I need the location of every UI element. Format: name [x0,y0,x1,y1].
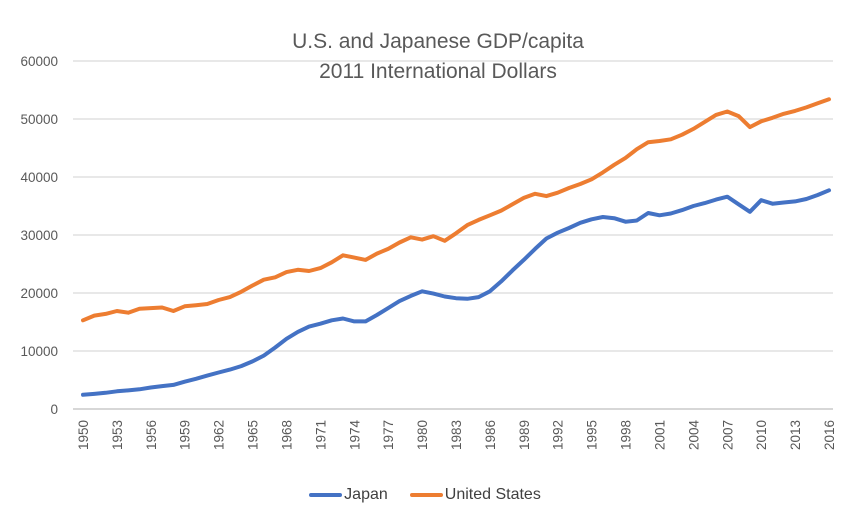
y-tick-label: 60000 [20,54,58,69]
x-tick-label: 1950 [76,420,91,450]
y-tick-label: 10000 [20,344,58,359]
y-tick-label: 0 [50,402,58,417]
united-states-line [81,97,831,323]
x-tick-label: 2013 [788,420,803,450]
legend-item-japan: Japan [309,486,388,504]
x-tick-label: 1974 [347,420,362,451]
japan-line [81,188,831,397]
y-tick-label: 40000 [20,170,58,185]
y-tick-label: 20000 [20,286,58,301]
x-tick-label: 2016 [822,420,837,450]
legend-item-united-states: United States [409,486,541,504]
x-tick-label: 1968 [280,420,295,450]
united-states-line-swatch [409,493,443,497]
x-tick-label: 1965 [246,420,261,450]
x-tick-label: 2004 [686,420,701,451]
x-tick-label: 1971 [313,420,328,450]
y-tick-label: 50000 [20,112,58,127]
x-tick-label: 1977 [381,420,396,450]
x-tick-label: 1995 [585,420,600,450]
x-tick-label: 2001 [653,420,668,450]
x-tick-label: 1956 [144,420,159,450]
chart-title: U.S. and Japanese GDP/capita 2011 Intern… [26,27,850,87]
chart-title-line1: U.S. and Japanese GDP/capita [292,30,584,53]
x-tick-label: 1983 [449,420,464,450]
x-tick-label: 1962 [212,420,227,450]
y-tick-label: 30000 [20,228,58,243]
x-tick-label: 1980 [415,420,430,450]
chart-title-line2: 2011 International Dollars [319,60,557,83]
x-tick-label: 2007 [720,420,735,450]
legend-label-united-states: United States [444,486,541,503]
x-tick-label: 1992 [551,420,566,450]
legend: Japan United States [0,486,850,504]
japan-line-swatch [309,493,343,497]
x-tick-label: 1986 [483,420,498,450]
x-tick-label: 1998 [619,420,634,450]
x-tick-label: 1959 [178,420,193,450]
x-tick-label: 2010 [754,420,769,450]
x-tick-label: 1953 [110,420,125,450]
x-tick-label: 1989 [517,420,532,450]
legend-label-japan: Japan [344,486,388,503]
